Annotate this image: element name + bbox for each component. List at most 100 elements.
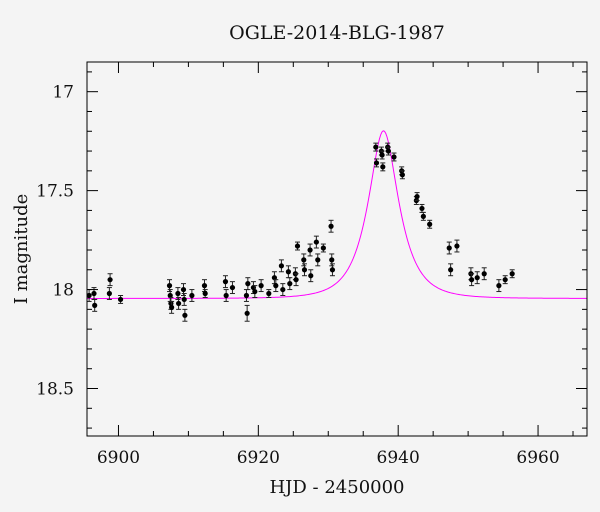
- data-point: [106, 287, 112, 300]
- data-point: [307, 243, 313, 257]
- point-marker: [278, 263, 285, 269]
- data-point: [301, 253, 307, 267]
- point-marker: [258, 283, 264, 289]
- point-marker: [273, 283, 279, 289]
- point-marker: [481, 271, 487, 277]
- point-marker: [202, 290, 208, 297]
- point-marker: [92, 302, 98, 308]
- data-point: [301, 263, 308, 277]
- y-tick-label: 18.5: [36, 380, 74, 400]
- point-marker: [301, 267, 308, 273]
- point-marker: [175, 290, 181, 297]
- data-point: [420, 211, 426, 221]
- data-point: [278, 259, 285, 273]
- data-point: [315, 253, 321, 267]
- point-marker: [180, 286, 187, 293]
- point-marker: [469, 277, 475, 283]
- point-marker: [328, 223, 334, 229]
- data-point: [320, 243, 326, 253]
- point-marker: [293, 277, 299, 283]
- axis-ticks-layer: 6900 6920 6940 6960 17 17.5 18 18.5: [36, 62, 587, 468]
- data-point: [202, 289, 208, 298]
- point-marker: [243, 292, 250, 299]
- data-point: [496, 279, 502, 293]
- data-point: [391, 152, 397, 162]
- point-marker: [229, 284, 236, 291]
- data-point: [399, 170, 405, 180]
- point-marker: [285, 269, 291, 275]
- data-point: [107, 273, 113, 287]
- point-marker: [427, 221, 433, 227]
- data-point: [245, 277, 251, 291]
- data-point: [328, 219, 334, 233]
- data-point: [454, 239, 460, 253]
- point-marker: [414, 193, 420, 200]
- x-tick-label: 6900: [97, 448, 140, 468]
- data-point: [117, 295, 124, 304]
- point-marker: [117, 296, 124, 303]
- data-point: [166, 279, 173, 293]
- data-point: [280, 283, 286, 297]
- y-axis-label: I magnitude: [11, 194, 32, 305]
- data-point: [169, 300, 175, 314]
- point-marker: [399, 172, 405, 178]
- data-point: [258, 279, 264, 293]
- point-marker: [189, 292, 195, 299]
- point-marker: [223, 292, 229, 299]
- point-marker: [391, 154, 397, 160]
- data-point: [244, 304, 250, 322]
- data-point: [502, 275, 508, 285]
- data-point: [273, 279, 279, 293]
- point-marker: [266, 290, 272, 297]
- data-point: [308, 269, 314, 283]
- data-point: [181, 293, 187, 306]
- point-marker: [91, 290, 97, 297]
- point-marker: [385, 148, 391, 154]
- data-point: [294, 241, 301, 251]
- point-marker: [182, 312, 188, 318]
- data-point: [373, 158, 380, 168]
- y-tick-label: 17.5: [36, 182, 74, 202]
- point-marker: [166, 283, 173, 289]
- point-marker: [222, 279, 229, 285]
- point-marker: [380, 164, 386, 170]
- y-tick-label: 18: [52, 281, 74, 301]
- data-point: [419, 203, 425, 213]
- point-marker: [181, 296, 187, 303]
- data-point: [176, 296, 182, 310]
- point-marker: [294, 243, 301, 249]
- data-point: [266, 289, 272, 298]
- point-marker: [379, 152, 385, 158]
- point-marker: [244, 310, 250, 316]
- data-point: [414, 192, 420, 202]
- plot-frame: [86, 61, 588, 437]
- point-marker: [252, 288, 258, 295]
- data-point: [481, 267, 487, 281]
- data-point: [509, 269, 515, 279]
- point-marker: [271, 275, 278, 281]
- data-point: [222, 275, 229, 289]
- x-tick-label: 6940: [377, 448, 420, 468]
- data-point: [293, 273, 299, 287]
- data-point: [385, 146, 391, 156]
- data-point: [287, 277, 293, 291]
- data-point: [446, 241, 452, 255]
- data-point: [329, 263, 336, 277]
- data-point: [373, 142, 379, 152]
- data-points-layer: [86, 142, 515, 322]
- data-point: [448, 263, 454, 277]
- point-marker: [106, 290, 112, 297]
- point-marker: [167, 292, 173, 299]
- data-point: [313, 235, 319, 249]
- point-marker: [509, 271, 515, 277]
- data-point: [223, 289, 229, 302]
- data-point: [180, 283, 187, 297]
- point-marker: [373, 160, 380, 166]
- point-marker: [308, 273, 314, 279]
- point-marker: [373, 144, 379, 150]
- point-marker: [420, 213, 426, 219]
- point-marker: [315, 257, 321, 263]
- data-point: [229, 281, 236, 295]
